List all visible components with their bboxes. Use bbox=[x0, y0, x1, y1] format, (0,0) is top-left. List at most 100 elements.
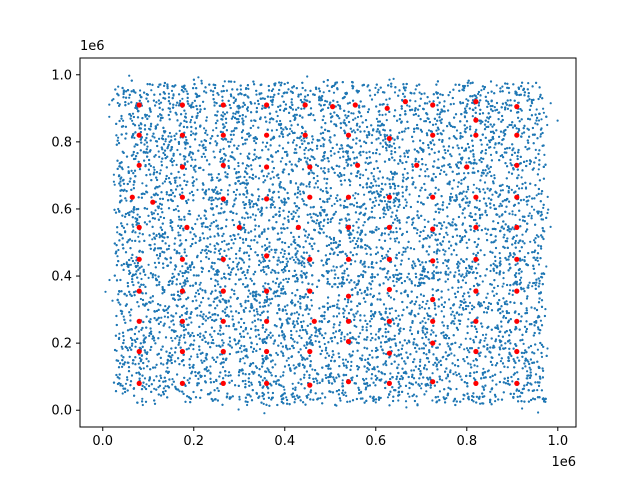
data-point bbox=[435, 129, 438, 132]
data-point bbox=[466, 84, 469, 87]
data-point bbox=[153, 261, 156, 264]
data-point bbox=[194, 170, 197, 173]
data-point bbox=[326, 280, 330, 283]
data-point bbox=[362, 174, 365, 177]
data-point bbox=[253, 102, 256, 105]
data-point bbox=[212, 150, 215, 153]
data-point bbox=[385, 98, 388, 101]
data-point bbox=[370, 332, 373, 335]
data-point bbox=[137, 330, 141, 333]
data-point bbox=[405, 201, 408, 204]
data-point bbox=[117, 248, 120, 252]
data-point bbox=[245, 138, 249, 141]
data-point bbox=[381, 113, 384, 117]
data-point bbox=[437, 361, 440, 364]
data-point bbox=[278, 144, 281, 147]
data-point bbox=[189, 268, 192, 271]
data-point bbox=[277, 256, 280, 259]
data-point bbox=[246, 155, 249, 158]
data-point bbox=[351, 350, 355, 353]
data-point bbox=[254, 235, 257, 238]
data-point bbox=[463, 348, 466, 351]
data-point bbox=[219, 148, 222, 151]
data-point bbox=[274, 380, 278, 383]
data-point bbox=[477, 92, 480, 96]
data-point bbox=[502, 277, 505, 280]
data-point bbox=[463, 216, 466, 219]
data-point bbox=[190, 355, 193, 358]
data-point bbox=[407, 257, 410, 260]
data-point bbox=[129, 263, 132, 266]
data-point bbox=[137, 305, 140, 308]
data-point bbox=[116, 255, 119, 258]
data-point bbox=[480, 143, 483, 146]
data-point bbox=[392, 275, 395, 279]
data-point bbox=[454, 271, 457, 274]
data-point bbox=[416, 228, 419, 231]
data-point bbox=[318, 103, 321, 106]
data-point bbox=[287, 215, 290, 218]
data-point bbox=[228, 371, 231, 374]
data-point bbox=[494, 400, 497, 403]
data-point bbox=[354, 260, 357, 263]
data-point bbox=[117, 136, 120, 139]
data-point bbox=[147, 276, 150, 279]
data-point bbox=[237, 144, 240, 147]
data-point bbox=[216, 192, 220, 195]
data-point bbox=[112, 173, 115, 176]
data-point bbox=[330, 154, 333, 157]
data-point bbox=[402, 176, 405, 179]
data-point bbox=[458, 322, 461, 326]
data-point bbox=[452, 102, 455, 105]
data-point bbox=[262, 402, 265, 405]
data-point bbox=[135, 220, 138, 223]
data-point bbox=[404, 400, 408, 403]
data-point bbox=[196, 112, 199, 115]
data-point bbox=[350, 379, 354, 382]
data-point bbox=[402, 250, 405, 254]
data-point bbox=[118, 332, 121, 335]
data-point bbox=[131, 230, 134, 234]
data-point bbox=[428, 100, 431, 103]
data-point bbox=[482, 88, 486, 91]
data-point bbox=[403, 167, 406, 171]
data-point bbox=[140, 277, 143, 281]
data-point bbox=[507, 255, 510, 258]
data-point bbox=[297, 188, 300, 191]
data-point bbox=[345, 161, 348, 164]
data-point bbox=[405, 221, 408, 224]
data-point bbox=[272, 88, 275, 91]
data-point bbox=[285, 262, 288, 266]
data-point bbox=[233, 289, 236, 292]
data-point bbox=[151, 238, 154, 241]
data-point bbox=[458, 306, 461, 309]
data-point bbox=[465, 347, 469, 350]
data-point bbox=[510, 104, 513, 107]
data-point bbox=[526, 203, 529, 206]
data-point bbox=[258, 348, 262, 351]
data-point bbox=[341, 272, 344, 275]
data-point bbox=[255, 343, 259, 346]
data-point bbox=[308, 185, 311, 188]
data-point bbox=[499, 202, 502, 205]
data-point bbox=[537, 119, 541, 122]
data-point bbox=[333, 202, 336, 206]
data-point bbox=[188, 192, 191, 195]
data-point bbox=[522, 342, 525, 345]
data-point bbox=[359, 154, 362, 157]
data-point bbox=[125, 261, 128, 264]
data-point bbox=[375, 117, 378, 120]
data-point bbox=[343, 173, 346, 177]
data-point bbox=[177, 231, 180, 234]
data-point bbox=[279, 119, 282, 123]
data-point bbox=[272, 176, 275, 179]
data-point bbox=[384, 113, 387, 116]
data-point bbox=[354, 131, 357, 134]
data-point bbox=[529, 240, 532, 243]
data-point bbox=[521, 132, 524, 135]
data-point bbox=[171, 164, 174, 167]
data-point bbox=[536, 389, 539, 392]
data-point bbox=[131, 239, 134, 242]
data-point bbox=[424, 163, 427, 166]
data-point bbox=[159, 320, 162, 324]
